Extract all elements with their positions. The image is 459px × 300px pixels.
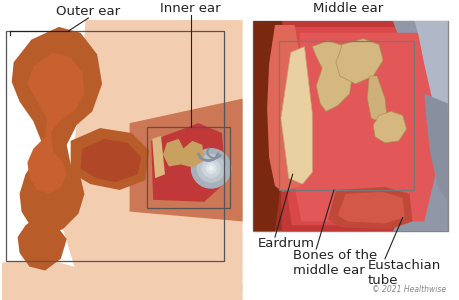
Text: Bones of the
middle ear: Bones of the middle ear [292, 249, 376, 277]
Text: Middle ear: Middle ear [312, 2, 382, 15]
Polygon shape [280, 21, 447, 231]
Bar [278, 41, 414, 190]
Circle shape [197, 154, 224, 182]
Polygon shape [162, 139, 184, 166]
Text: Eustachian
tube: Eustachian tube [367, 259, 440, 287]
Circle shape [206, 164, 216, 173]
Circle shape [191, 149, 230, 188]
Circle shape [209, 167, 213, 170]
Polygon shape [152, 136, 165, 178]
Polygon shape [312, 41, 353, 111]
Polygon shape [17, 219, 67, 271]
Polygon shape [372, 111, 406, 143]
Polygon shape [180, 141, 204, 167]
Polygon shape [280, 46, 312, 184]
Polygon shape [2, 259, 242, 300]
Text: Outer ear: Outer ear [56, 5, 120, 18]
Bar [6, 31, 224, 261]
Polygon shape [423, 94, 447, 202]
Text: © 2021 Healthwise: © 2021 Healthwise [371, 285, 445, 294]
Bar [253, 21, 447, 231]
Polygon shape [286, 27, 441, 225]
Text: Eardrum: Eardrum [257, 237, 313, 250]
Polygon shape [335, 39, 382, 84]
Polygon shape [337, 192, 404, 224]
Polygon shape [414, 21, 447, 113]
Polygon shape [71, 128, 149, 190]
Polygon shape [28, 52, 84, 194]
Polygon shape [392, 21, 447, 231]
Polygon shape [80, 139, 141, 182]
Polygon shape [294, 33, 439, 221]
Polygon shape [129, 99, 242, 221]
Bar [147, 127, 230, 208]
Text: Inner ear: Inner ear [160, 2, 220, 15]
Polygon shape [367, 76, 386, 121]
Polygon shape [151, 123, 225, 202]
Polygon shape [11, 27, 102, 233]
Polygon shape [61, 20, 242, 290]
Polygon shape [253, 21, 294, 231]
Circle shape [202, 160, 219, 177]
Polygon shape [327, 187, 412, 229]
Polygon shape [267, 25, 308, 192]
